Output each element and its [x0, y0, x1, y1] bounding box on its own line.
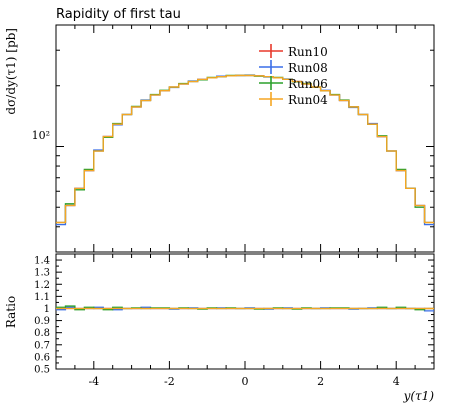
- ratio-panel-frame: [55, 253, 435, 370]
- x-tick-label: 2: [317, 375, 324, 388]
- ratio-tick-label: 1.3: [34, 268, 50, 279]
- series-run10-line: [56, 74, 434, 224]
- ratio-panel: 0.5 0.60.70.80.911.11.21.31.4 Ratio: [4, 253, 435, 376]
- y-major-tick-label: 10²: [32, 129, 50, 142]
- x-tick-label: -2: [164, 375, 175, 388]
- x-tick-label: 0: [242, 375, 249, 388]
- ratio-tick-label: 1.2: [34, 280, 50, 291]
- x-tick-labels: -4 -2 0 2 4: [88, 375, 399, 388]
- ratio-tick-label: 0.8: [34, 328, 50, 339]
- chart-title: Rapidity of first tau: [56, 7, 181, 22]
- legend-run06-label: Run06: [288, 77, 328, 91]
- series-run06-line: [56, 74, 434, 224]
- legend-run08-label: Run08: [288, 61, 328, 75]
- ratio-tick-label: 0.5: [34, 365, 50, 376]
- ratio-tick-label: 0.9: [34, 316, 50, 327]
- ratio-axis-label: Ratio: [4, 296, 18, 328]
- legend-run10-label: Run10: [288, 45, 328, 59]
- x-axis-label: y(τ1): [403, 389, 435, 403]
- series-run04-line: [56, 74, 434, 224]
- ratio-ticks: 0.5 0.60.70.80.911.11.21.31.4: [34, 254, 435, 376]
- x-tick-label: 4: [393, 375, 400, 388]
- ratio-tick-label: 1.4: [34, 256, 50, 267]
- series-run08-line: [56, 74, 434, 226]
- ratio-tick-label: 1: [44, 304, 50, 315]
- ratio-series: [56, 305, 434, 312]
- main-ticks: [55, 24, 435, 253]
- legend: Run10 Run08 Run06 Run04: [259, 44, 328, 107]
- main-panel-frame: [55, 24, 435, 253]
- ratio-tick-label: 0.7: [34, 340, 50, 351]
- x-tick-label: -4: [88, 375, 99, 388]
- legend-run04-label: Run04: [288, 93, 328, 107]
- main-series: [56, 74, 434, 226]
- ratio-tick-label: 1.1: [34, 292, 50, 303]
- main-panel: 10² dσ/dy(τ1) [pb]: [4, 24, 435, 253]
- y-axis-label: dσ/dy(τ1) [pb]: [4, 28, 18, 115]
- ratio-tick-label: 0.6: [34, 352, 50, 363]
